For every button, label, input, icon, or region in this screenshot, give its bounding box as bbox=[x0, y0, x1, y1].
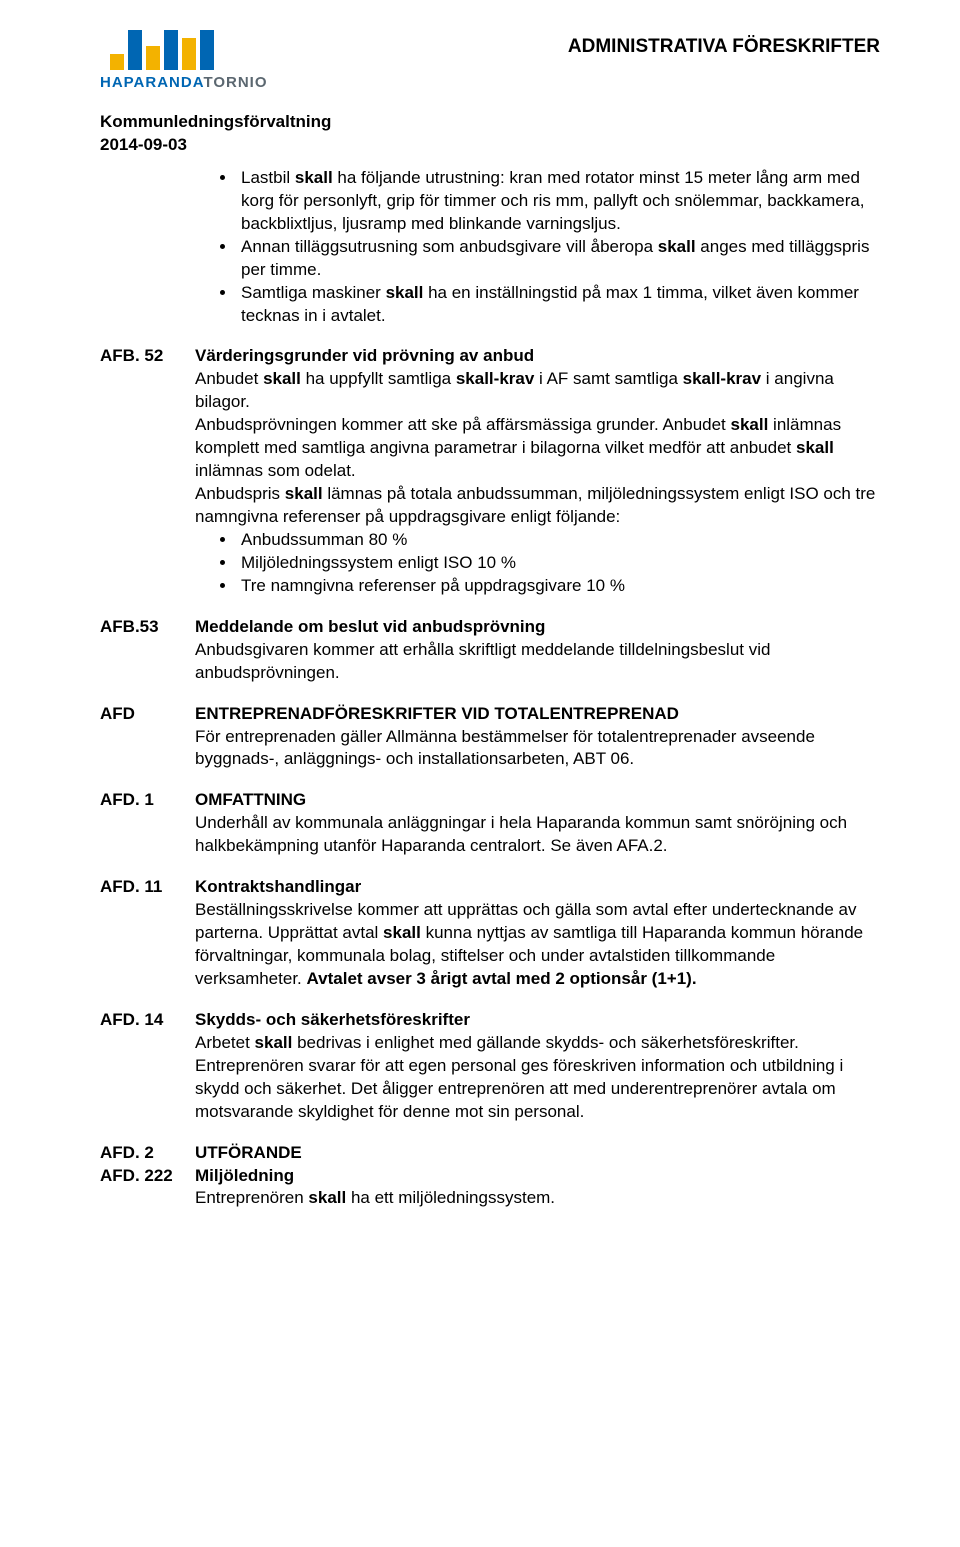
section-body: Skydds- och säkerhetsföreskrifter Arbete… bbox=[195, 1009, 880, 1124]
section-afb52: AFB. 52 Värderingsgrunder vid prövning a… bbox=[100, 345, 880, 597]
section-heading: Kontraktshandlingar bbox=[195, 876, 880, 899]
text-bold: skall bbox=[796, 438, 834, 457]
text: inlämnas som odelat. bbox=[195, 461, 356, 480]
list-item: Anbudssumman 80 % bbox=[237, 529, 880, 552]
para: Entreprenören skall ha ett miljölednings… bbox=[195, 1187, 880, 1210]
section-heading: ENTREPRENADFÖRESKRIFTER VID TOTALENTREPR… bbox=[195, 703, 880, 726]
header: HAPARANDATORNIO ADMINISTRATIVA FÖRESKRIF… bbox=[100, 30, 880, 91]
section-heading: Värderingsgrunder vid prövning av anbud bbox=[195, 345, 880, 368]
text: Anbudet bbox=[195, 369, 263, 388]
text-bold: skall-krav bbox=[683, 369, 761, 388]
text-bold: skall bbox=[263, 369, 301, 388]
text-bold: skall bbox=[383, 923, 421, 942]
logo-bar bbox=[146, 46, 160, 70]
logo-bar bbox=[182, 38, 196, 70]
content: Lastbil skall ha följande utrustning: kr… bbox=[100, 167, 880, 1211]
list-item: Tre namngivna referenser på uppdragsgiva… bbox=[237, 575, 880, 598]
section-body: UTFÖRANDE Miljöledning Entreprenören ska… bbox=[195, 1142, 880, 1211]
section-afd11: AFD. 11 Kontraktshandlingar Beställnings… bbox=[100, 876, 880, 991]
section-afd1: AFD. 1 OMFATTNING Underhåll av kommunala… bbox=[100, 789, 880, 858]
document-title: ADMINISTRATIVA FÖRESKRIFTER bbox=[568, 36, 880, 58]
text-bold: skall bbox=[731, 415, 769, 434]
section-afd14: AFD. 14 Skydds- och säkerhetsföreskrifte… bbox=[100, 1009, 880, 1124]
para: Anbudspris skall lämnas på totala anbuds… bbox=[195, 483, 880, 529]
text: i AF samt samtliga bbox=[534, 369, 682, 388]
section-afb53: AFB.53 Meddelande om beslut vid anbudspr… bbox=[100, 616, 880, 685]
text-bold: skall bbox=[255, 1033, 293, 1052]
section-code: AFD. 11 bbox=[100, 876, 195, 991]
text-bold: skall bbox=[295, 168, 333, 187]
section-code: AFD. 222 bbox=[100, 1165, 195, 1188]
section-code: AFB. 52 bbox=[100, 345, 195, 597]
section-heading: Skydds- och säkerhetsföreskrifter bbox=[195, 1009, 880, 1032]
brand-left: HAPARANDA bbox=[100, 74, 203, 91]
text: ha följande utrustning: kran med rotator… bbox=[241, 168, 865, 233]
brand-right: TORNIO bbox=[203, 74, 267, 91]
text: ha uppfyllt samtliga bbox=[301, 369, 456, 388]
list-item: Samtliga maskiner skall ha en inställnin… bbox=[237, 282, 880, 328]
section-heading: UTFÖRANDE bbox=[195, 1142, 880, 1165]
para: Beställningsskrivelse kommer att upprätt… bbox=[195, 899, 880, 991]
para: Arbetet skall bedrivas i enlighet med gä… bbox=[195, 1032, 880, 1124]
text: Anbudsprövningen kommer att ske på affär… bbox=[195, 415, 731, 434]
section-body: Meddelande om beslut vid anbudsprövning … bbox=[195, 616, 880, 685]
section-code: AFD bbox=[100, 703, 195, 772]
page: HAPARANDATORNIO ADMINISTRATIVA FÖRESKRIF… bbox=[0, 0, 960, 1547]
section-code: AFD. 14 bbox=[100, 1009, 195, 1124]
section-heading: OMFATTNING bbox=[195, 789, 880, 812]
logo-bar bbox=[200, 30, 214, 70]
text-bold: skall bbox=[658, 237, 696, 256]
logo-bar bbox=[164, 30, 178, 70]
list-item: Annan tilläggsutrusning som anbudsgivare… bbox=[237, 236, 880, 282]
section-heading: Miljöledning bbox=[195, 1165, 880, 1188]
doc-date: 2014-09-03 bbox=[100, 134, 880, 157]
text: Arbetet bbox=[195, 1033, 255, 1052]
logo-bar bbox=[128, 30, 142, 70]
text: Annan tilläggsutrusning som anbudsgivare… bbox=[241, 237, 658, 256]
text-bold: Avtalet avser 3 årigt avtal med 2 option… bbox=[307, 969, 697, 988]
logo-bars bbox=[110, 30, 214, 70]
text-bold: skall bbox=[308, 1188, 346, 1207]
para: Underhåll av kommunala anläggningar i he… bbox=[195, 812, 880, 858]
para: Anbudsprövningen kommer att ske på affär… bbox=[195, 414, 880, 483]
section-body: ENTREPRENADFÖRESKRIFTER VID TOTALENTREPR… bbox=[195, 703, 880, 772]
text-bold: skall bbox=[386, 283, 424, 302]
section-heading: Meddelande om beslut vid anbudsprövning bbox=[195, 616, 880, 639]
section-body: Värderingsgrunder vid prövning av anbud … bbox=[195, 345, 880, 597]
list-item: Lastbil skall ha följande utrustning: kr… bbox=[237, 167, 880, 236]
text: Anbudspris bbox=[195, 484, 285, 503]
para: Anbudsgivaren kommer att erhålla skriftl… bbox=[195, 639, 880, 685]
org-name: Kommunledningsförvaltning bbox=[100, 111, 880, 134]
list-item: Miljöledningssystem enligt ISO 10 % bbox=[237, 552, 880, 575]
section-afd2-222: AFD. 2 AFD. 222 UTFÖRANDE Miljöledning E… bbox=[100, 1142, 880, 1211]
section-code: AFD. 2 bbox=[100, 1142, 195, 1165]
para: Anbudet skall ha uppfyllt samtliga skall… bbox=[195, 368, 880, 414]
intro-bullets-wrap: Lastbil skall ha följande utrustning: kr… bbox=[100, 167, 880, 328]
section-body: Kontraktshandlingar Beställningsskrivels… bbox=[195, 876, 880, 991]
text: bedrivas i enlighet med gällande skydds-… bbox=[195, 1033, 843, 1121]
text: Samtliga maskiner bbox=[241, 283, 386, 302]
logo-bar bbox=[110, 54, 124, 70]
intro-bullet-list: Lastbil skall ha följande utrustning: kr… bbox=[195, 167, 880, 328]
logo: HAPARANDATORNIO bbox=[100, 30, 268, 91]
afb52-bullet-list: Anbudssumman 80 %Miljöledningssystem enl… bbox=[195, 529, 880, 598]
text: ha ett miljöledningssystem. bbox=[346, 1188, 555, 1207]
section-code: AFB.53 bbox=[100, 616, 195, 685]
section-code: AFD. 1 bbox=[100, 789, 195, 858]
logo-text: HAPARANDATORNIO bbox=[100, 74, 268, 91]
section-code-col: AFD. 2 AFD. 222 bbox=[100, 1142, 195, 1211]
text: Entreprenören bbox=[195, 1188, 308, 1207]
section-afd: AFD ENTREPRENADFÖRESKRIFTER VID TOTALENT… bbox=[100, 703, 880, 772]
para: För entreprenaden gäller Allmänna bestäm… bbox=[195, 726, 880, 772]
text-bold: skall-krav bbox=[456, 369, 534, 388]
text: Lastbil bbox=[241, 168, 295, 187]
section-body: OMFATTNING Underhåll av kommunala anlägg… bbox=[195, 789, 880, 858]
text-bold: skall bbox=[285, 484, 323, 503]
meta-block: Kommunledningsförvaltning 2014-09-03 bbox=[100, 111, 880, 157]
